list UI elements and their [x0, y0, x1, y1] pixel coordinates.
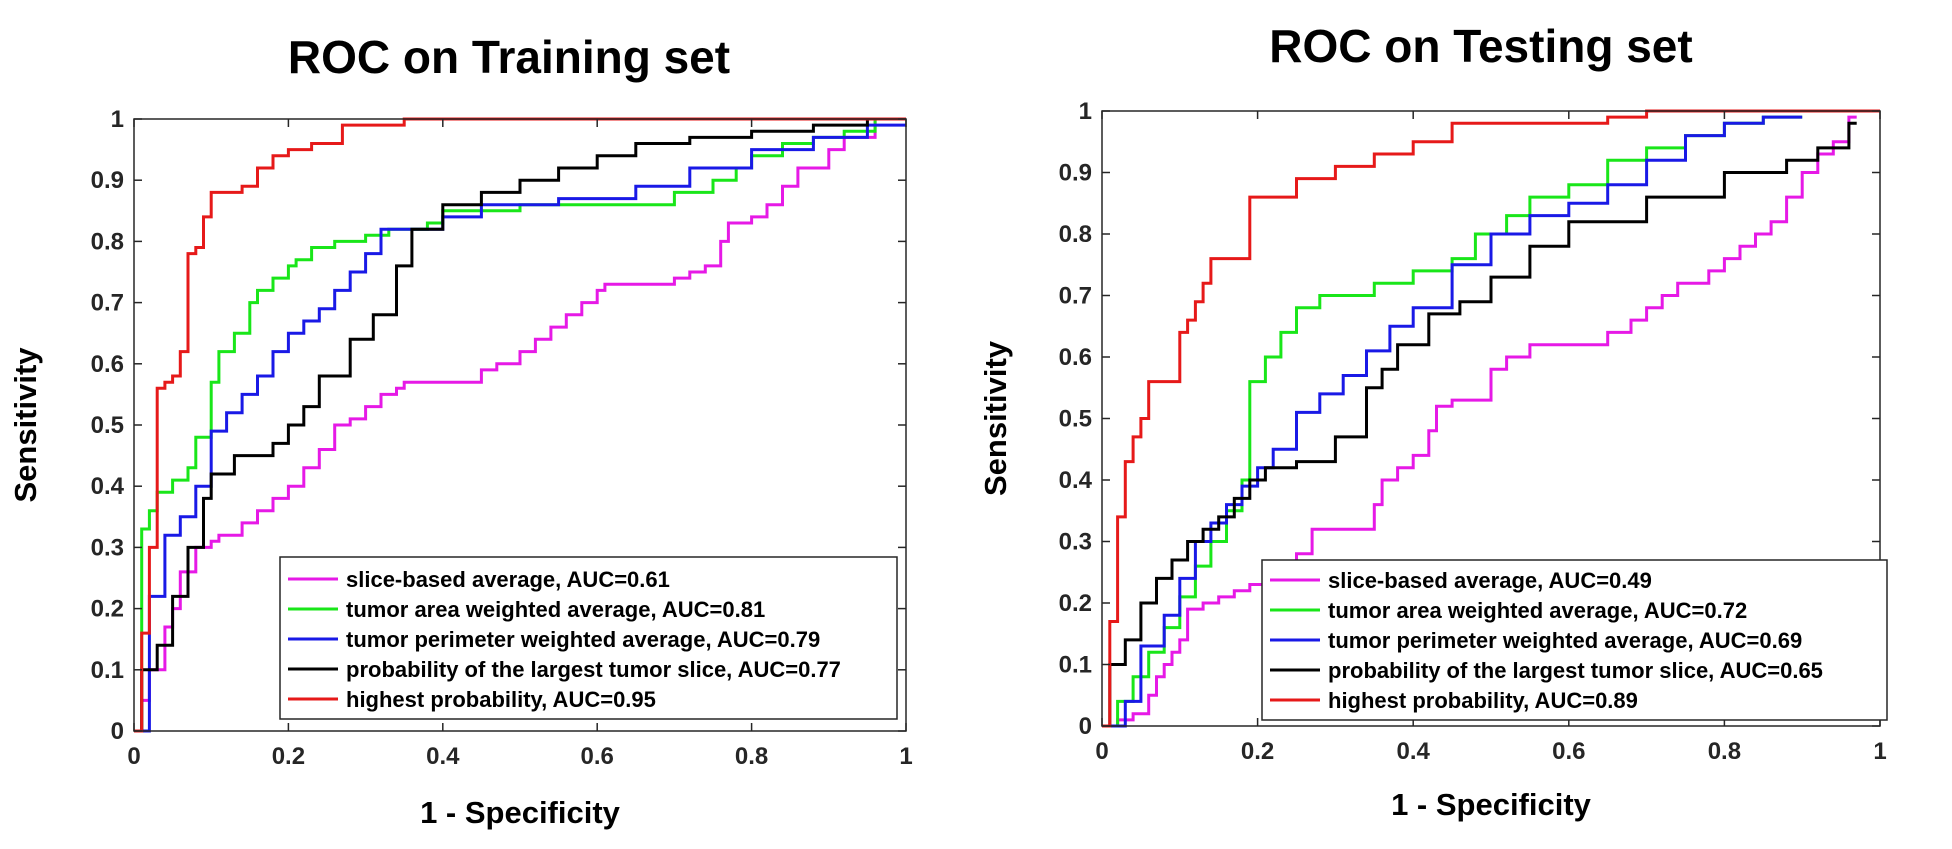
y-tick-label: 0.2	[91, 596, 124, 623]
y-tick-label: 0.3	[91, 534, 124, 561]
legend-entry: tumor perimeter weighted average, AUC=0.…	[1328, 628, 1802, 653]
x-tick-label: 0.6	[1552, 738, 1585, 765]
legend-box	[1261, 559, 1888, 721]
y-tick-label: 0.3	[1059, 529, 1092, 556]
series-line-4	[134, 117, 906, 733]
chart-training: ROC on Training set 0 0.2 0.4 0.6 0.8 1 0 0.1 0.2…	[8, 31, 913, 830]
y-tick-label: 0	[111, 718, 124, 745]
y-tick-label: 0.6	[91, 351, 124, 378]
y-tick-label: 0.4	[91, 473, 125, 500]
y-tick-label: 0.4	[1059, 467, 1093, 494]
y-tick-label: 0.9	[1059, 160, 1092, 187]
legend-entry: probability of the largest tumor slice, …	[1328, 658, 1823, 683]
legend-entry: tumor perimeter weighted average, AUC=0.…	[346, 627, 820, 652]
y-tick-label: 0.5	[91, 412, 124, 439]
legend-entry: slice-based average, AUC=0.61	[346, 567, 670, 592]
series-line-3	[134, 117, 906, 733]
series-line-1	[1102, 115, 1803, 728]
series-line-2	[1102, 115, 1803, 728]
x-tick-label: 0.8	[1708, 738, 1741, 765]
legend-entry: tumor area weighted average, AUC=0.81	[346, 597, 765, 622]
legend-entry: highest probability, AUC=0.89	[1328, 688, 1638, 713]
series-group	[1102, 109, 1880, 728]
y-tick-label: 0.8	[1059, 221, 1092, 248]
legend-entry: slice-based average, AUC=0.49	[1328, 568, 1652, 593]
legend-entry: tumor area weighted average, AUC=0.72	[1328, 598, 1747, 623]
x-tick-label: 0	[127, 743, 140, 770]
x-tick-label: 0.2	[272, 743, 305, 770]
y-tick-label: 0.1	[91, 657, 124, 684]
legend: slice-based average, AUC=0.49 tumor area …	[1261, 559, 1888, 721]
y-tick-label: 0.8	[91, 228, 124, 255]
y-tick-label: 0	[1079, 713, 1092, 740]
chart-title: ROC on Training set	[288, 31, 730, 83]
series-line-2	[134, 123, 906, 733]
legend: slice-based average, AUC=0.61 tumor area …	[279, 556, 898, 720]
series-group	[134, 117, 906, 733]
y-axis-label: Sensitivity	[8, 347, 43, 503]
series-line-3	[1102, 121, 1857, 728]
y-tick-label: 1	[1079, 98, 1092, 125]
x-tick-label: 0	[1095, 738, 1108, 765]
x-tick-label: 0.8	[735, 743, 768, 770]
x-tick-label: 1	[1873, 738, 1886, 765]
legend-entry: probability of the largest tumor slice, …	[346, 657, 841, 682]
y-tick-label: 0.5	[1059, 406, 1092, 433]
chart-title: ROC on Testing set	[1269, 20, 1692, 72]
y-tick-label: 0.2	[1059, 590, 1092, 617]
legend-box	[279, 556, 898, 720]
x-tick-label: 0.2	[1241, 738, 1274, 765]
y-tick-label: 0.9	[91, 167, 124, 194]
y-tick-label: 1	[111, 106, 124, 133]
series-line-0	[134, 117, 906, 733]
series-line-4	[1102, 109, 1880, 728]
y-tick-label: 0.1	[1059, 652, 1092, 679]
x-tick-label: 0.4	[426, 743, 460, 770]
y-tick-label: 0.7	[1059, 283, 1092, 310]
x-axis-label: 1 - Specificity	[420, 795, 621, 830]
x-axis-label: 1 - Specificity	[1391, 787, 1592, 822]
x-tick-label: 0.4	[1397, 738, 1431, 765]
series-line-0	[1102, 115, 1857, 728]
x-tick-label: 1	[899, 743, 912, 770]
chart-testing: ROC on Testing set 0 0.2 0.4 0.6 0.8 1 0 0.1 0.2 0…	[978, 20, 1888, 822]
y-tick-label: 0.6	[1059, 344, 1092, 371]
legend-entry: highest probability, AUC=0.95	[346, 687, 656, 712]
y-axis-label: Sensitivity	[978, 340, 1013, 496]
y-tick-label: 0.7	[91, 290, 124, 317]
x-tick-label: 0.6	[581, 743, 614, 770]
